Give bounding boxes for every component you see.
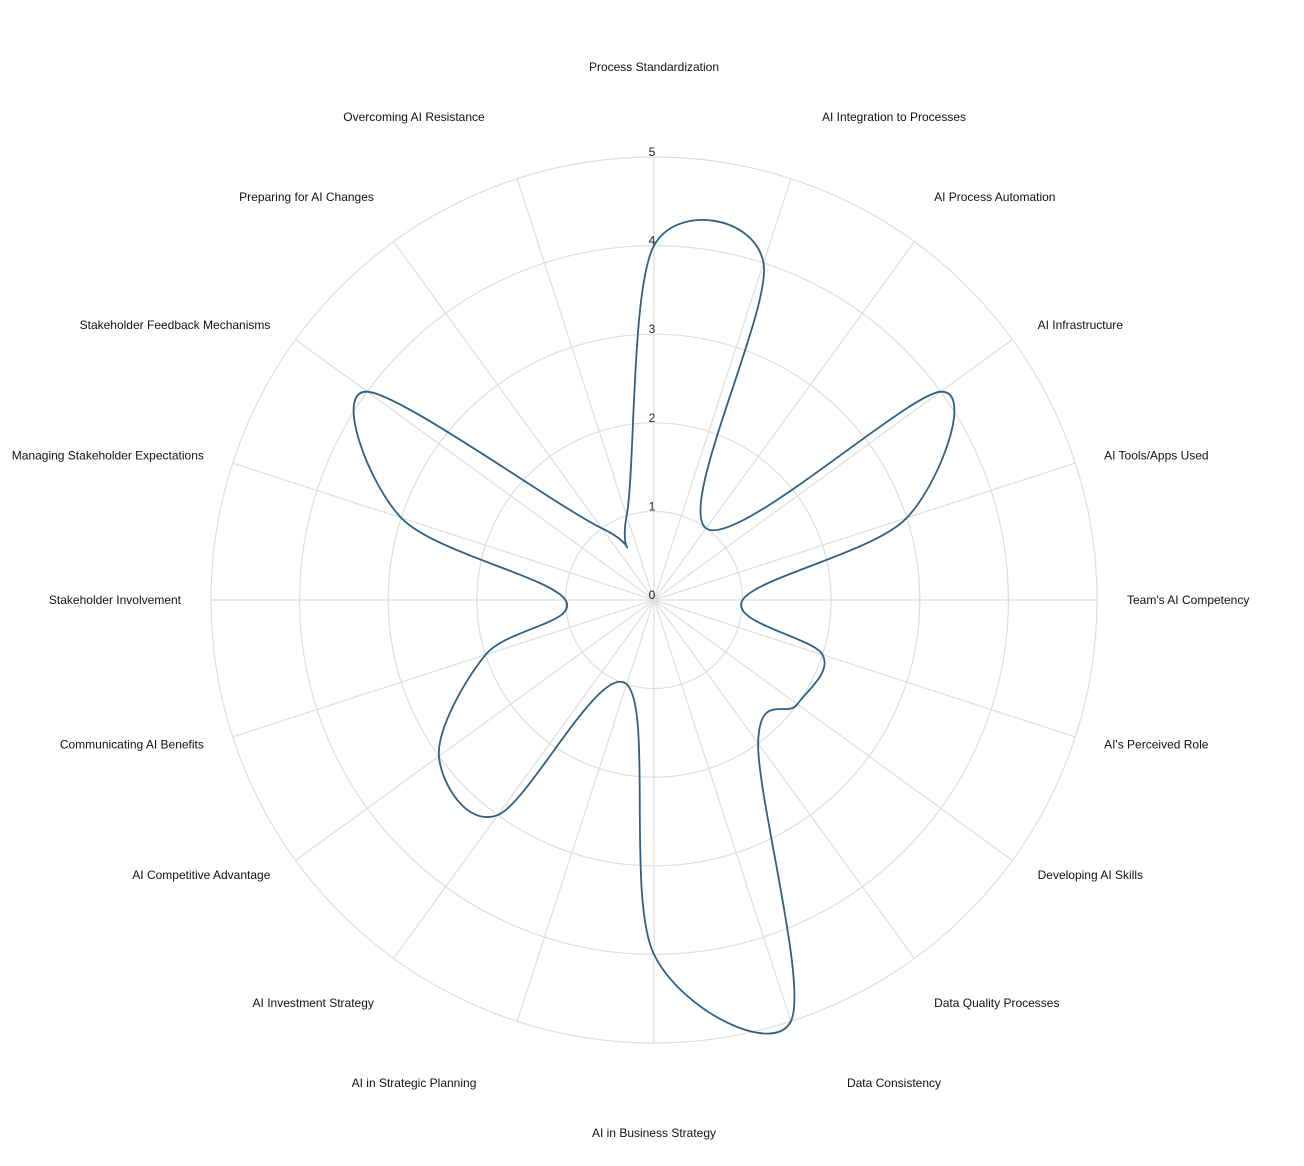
category-label-7: Developing AI Skills — [1038, 868, 1143, 882]
tick-label-3: 3 — [649, 322, 656, 336]
grid-spoke-14 — [232, 599, 655, 738]
category-label-10: AI in Business Strategy — [592, 1126, 716, 1140]
category-label-16: Managing Stakeholder Expectations — [12, 448, 204, 462]
category-label-8: Data Quality Processes — [934, 996, 1059, 1010]
tick-label-5: 5 — [649, 145, 656, 159]
grid-spoke-4 — [653, 462, 1076, 601]
grid-spoke-17 — [295, 339, 655, 601]
tick-label-0: 0 — [649, 588, 656, 602]
radar-series-layer — [352, 219, 956, 1035]
category-label-9: Data Consistency — [847, 1076, 941, 1090]
category-label-19: Overcoming AI Resistance — [343, 110, 485, 124]
category-label-11: AI in Strategic Planning — [352, 1076, 477, 1090]
category-label-12: AI Investment Strategy — [253, 996, 374, 1010]
grid-spoke-11 — [516, 599, 655, 1022]
grid-spoke-12 — [393, 599, 655, 959]
category-label-4: AI Tools/Apps Used — [1104, 448, 1209, 462]
tick-label-1: 1 — [649, 499, 656, 513]
grid-spoke-8 — [653, 599, 915, 959]
grid-spoke-16 — [232, 462, 655, 601]
grid-spoke-18 — [393, 241, 655, 601]
grid-spoke-9 — [653, 599, 792, 1022]
grid-spoke-19 — [516, 178, 655, 601]
radial-tick-labels: 0 1 2 3 4 5 — [649, 145, 656, 602]
category-label-5: Team's AI Competency — [1127, 593, 1249, 607]
grid-spoke-3 — [653, 339, 1013, 601]
grid-spoke-13 — [295, 599, 655, 861]
category-label-18: Preparing for AI Changes — [239, 190, 374, 204]
grid-spoke-7 — [653, 599, 1013, 861]
category-label-1: AI Integration to Processes — [822, 110, 966, 124]
category-label-15: Stakeholder Involvement — [49, 593, 182, 607]
grid-spoke-2 — [653, 241, 915, 601]
grid-spoke-6 — [653, 599, 1076, 738]
category-label-6: AI's Perceived Role — [1104, 738, 1209, 752]
tick-label-2: 2 — [649, 411, 656, 425]
tick-label-4: 4 — [649, 234, 656, 248]
category-label-0: Process Standardization — [589, 60, 719, 74]
grid-spoke-1 — [653, 178, 792, 601]
category-label-3: AI Infrastructure — [1038, 318, 1124, 332]
category-labels: Process Standardization AI Integration to… — [12, 60, 1250, 1140]
category-label-13: AI Competitive Advantage — [132, 868, 270, 882]
category-label-14: Communicating AI Benefits — [60, 738, 204, 752]
category-label-2: AI Process Automation — [934, 190, 1055, 204]
category-label-17: Stakeholder Feedback Mechanisms — [80, 318, 271, 332]
